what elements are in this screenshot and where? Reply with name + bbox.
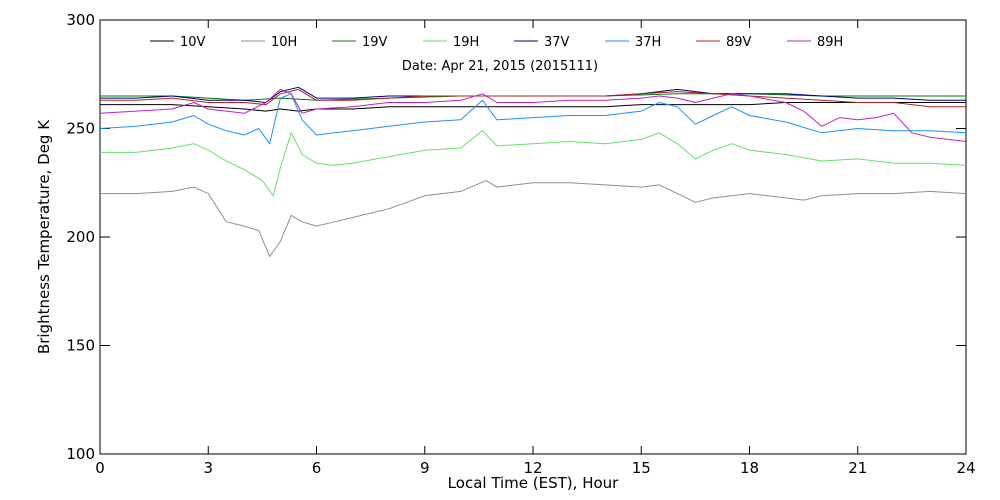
series-line-10v — [100, 102, 966, 112]
series-line-37v — [100, 86, 966, 103]
x-tick-label: 0 — [95, 459, 105, 477]
x-tick-label: 6 — [312, 459, 322, 477]
x-tick-label: 21 — [848, 459, 867, 477]
series-line-10h — [100, 180, 967, 257]
x-tick-label: 24 — [956, 459, 975, 477]
y-axis-title: Brightness Temperature, Deg K — [35, 119, 53, 354]
x-tick-label: 3 — [203, 459, 213, 477]
plot-frame — [99, 19, 967, 455]
y-tick-label: 100 — [66, 445, 95, 463]
legend-label-19v: 19V — [362, 35, 388, 50]
series-line-37h — [99, 93, 967, 145]
legend-label-37h: 37H — [635, 35, 661, 50]
legend-label-19h: 19H — [453, 35, 479, 50]
series-lines — [99, 86, 967, 257]
date-annotation: Date: Apr 21, 2015 (2015111) — [402, 59, 598, 74]
x-tick-label: 9 — [420, 459, 430, 477]
y-tick-label: 150 — [66, 337, 95, 355]
series-line-89h — [99, 88, 967, 142]
x-tick-label: 12 — [523, 459, 542, 477]
legend-label-37v: 37V — [544, 35, 570, 50]
legend-label-10h: 10H — [271, 35, 297, 50]
y-tick-label: 200 — [66, 228, 95, 246]
y-tick-label: 250 — [66, 120, 95, 138]
legend-label-10v: 10V — [180, 35, 206, 50]
x-tick-label: 15 — [632, 459, 651, 477]
legend-label-89h: 89H — [817, 35, 843, 50]
legend-label-89v: 89V — [726, 35, 752, 50]
series-line-89v — [100, 88, 966, 108]
x-tick-label: 18 — [740, 459, 759, 477]
x-axis-title: Local Time (EST), Hour — [448, 474, 619, 492]
axis-ticks: 0 3 6 9 12 15 18 21 24 100 150 200 250 300 — [66, 11, 975, 477]
legend: 10V 10H 19V 19H 37V 37H 89V 89H — [150, 35, 843, 50]
series-line-19h — [100, 130, 967, 197]
y-tick-label: 300 — [66, 11, 95, 29]
